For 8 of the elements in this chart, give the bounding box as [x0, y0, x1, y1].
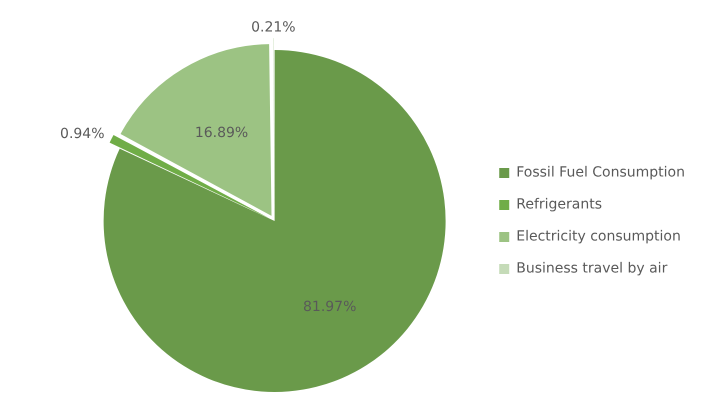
legend-label: Electricity consumption — [516, 228, 681, 245]
legend-label: Refrigerants — [516, 196, 602, 213]
legend-label: Fossil Fuel Consumption — [516, 164, 686, 181]
data-label: 0.21% — [251, 20, 296, 36]
data-label: 16.89% — [194, 124, 248, 141]
data-label: 0.94% — [60, 126, 105, 142]
legend-label: Business travel by air — [516, 260, 668, 277]
data-label: 81.97% — [303, 299, 356, 316]
